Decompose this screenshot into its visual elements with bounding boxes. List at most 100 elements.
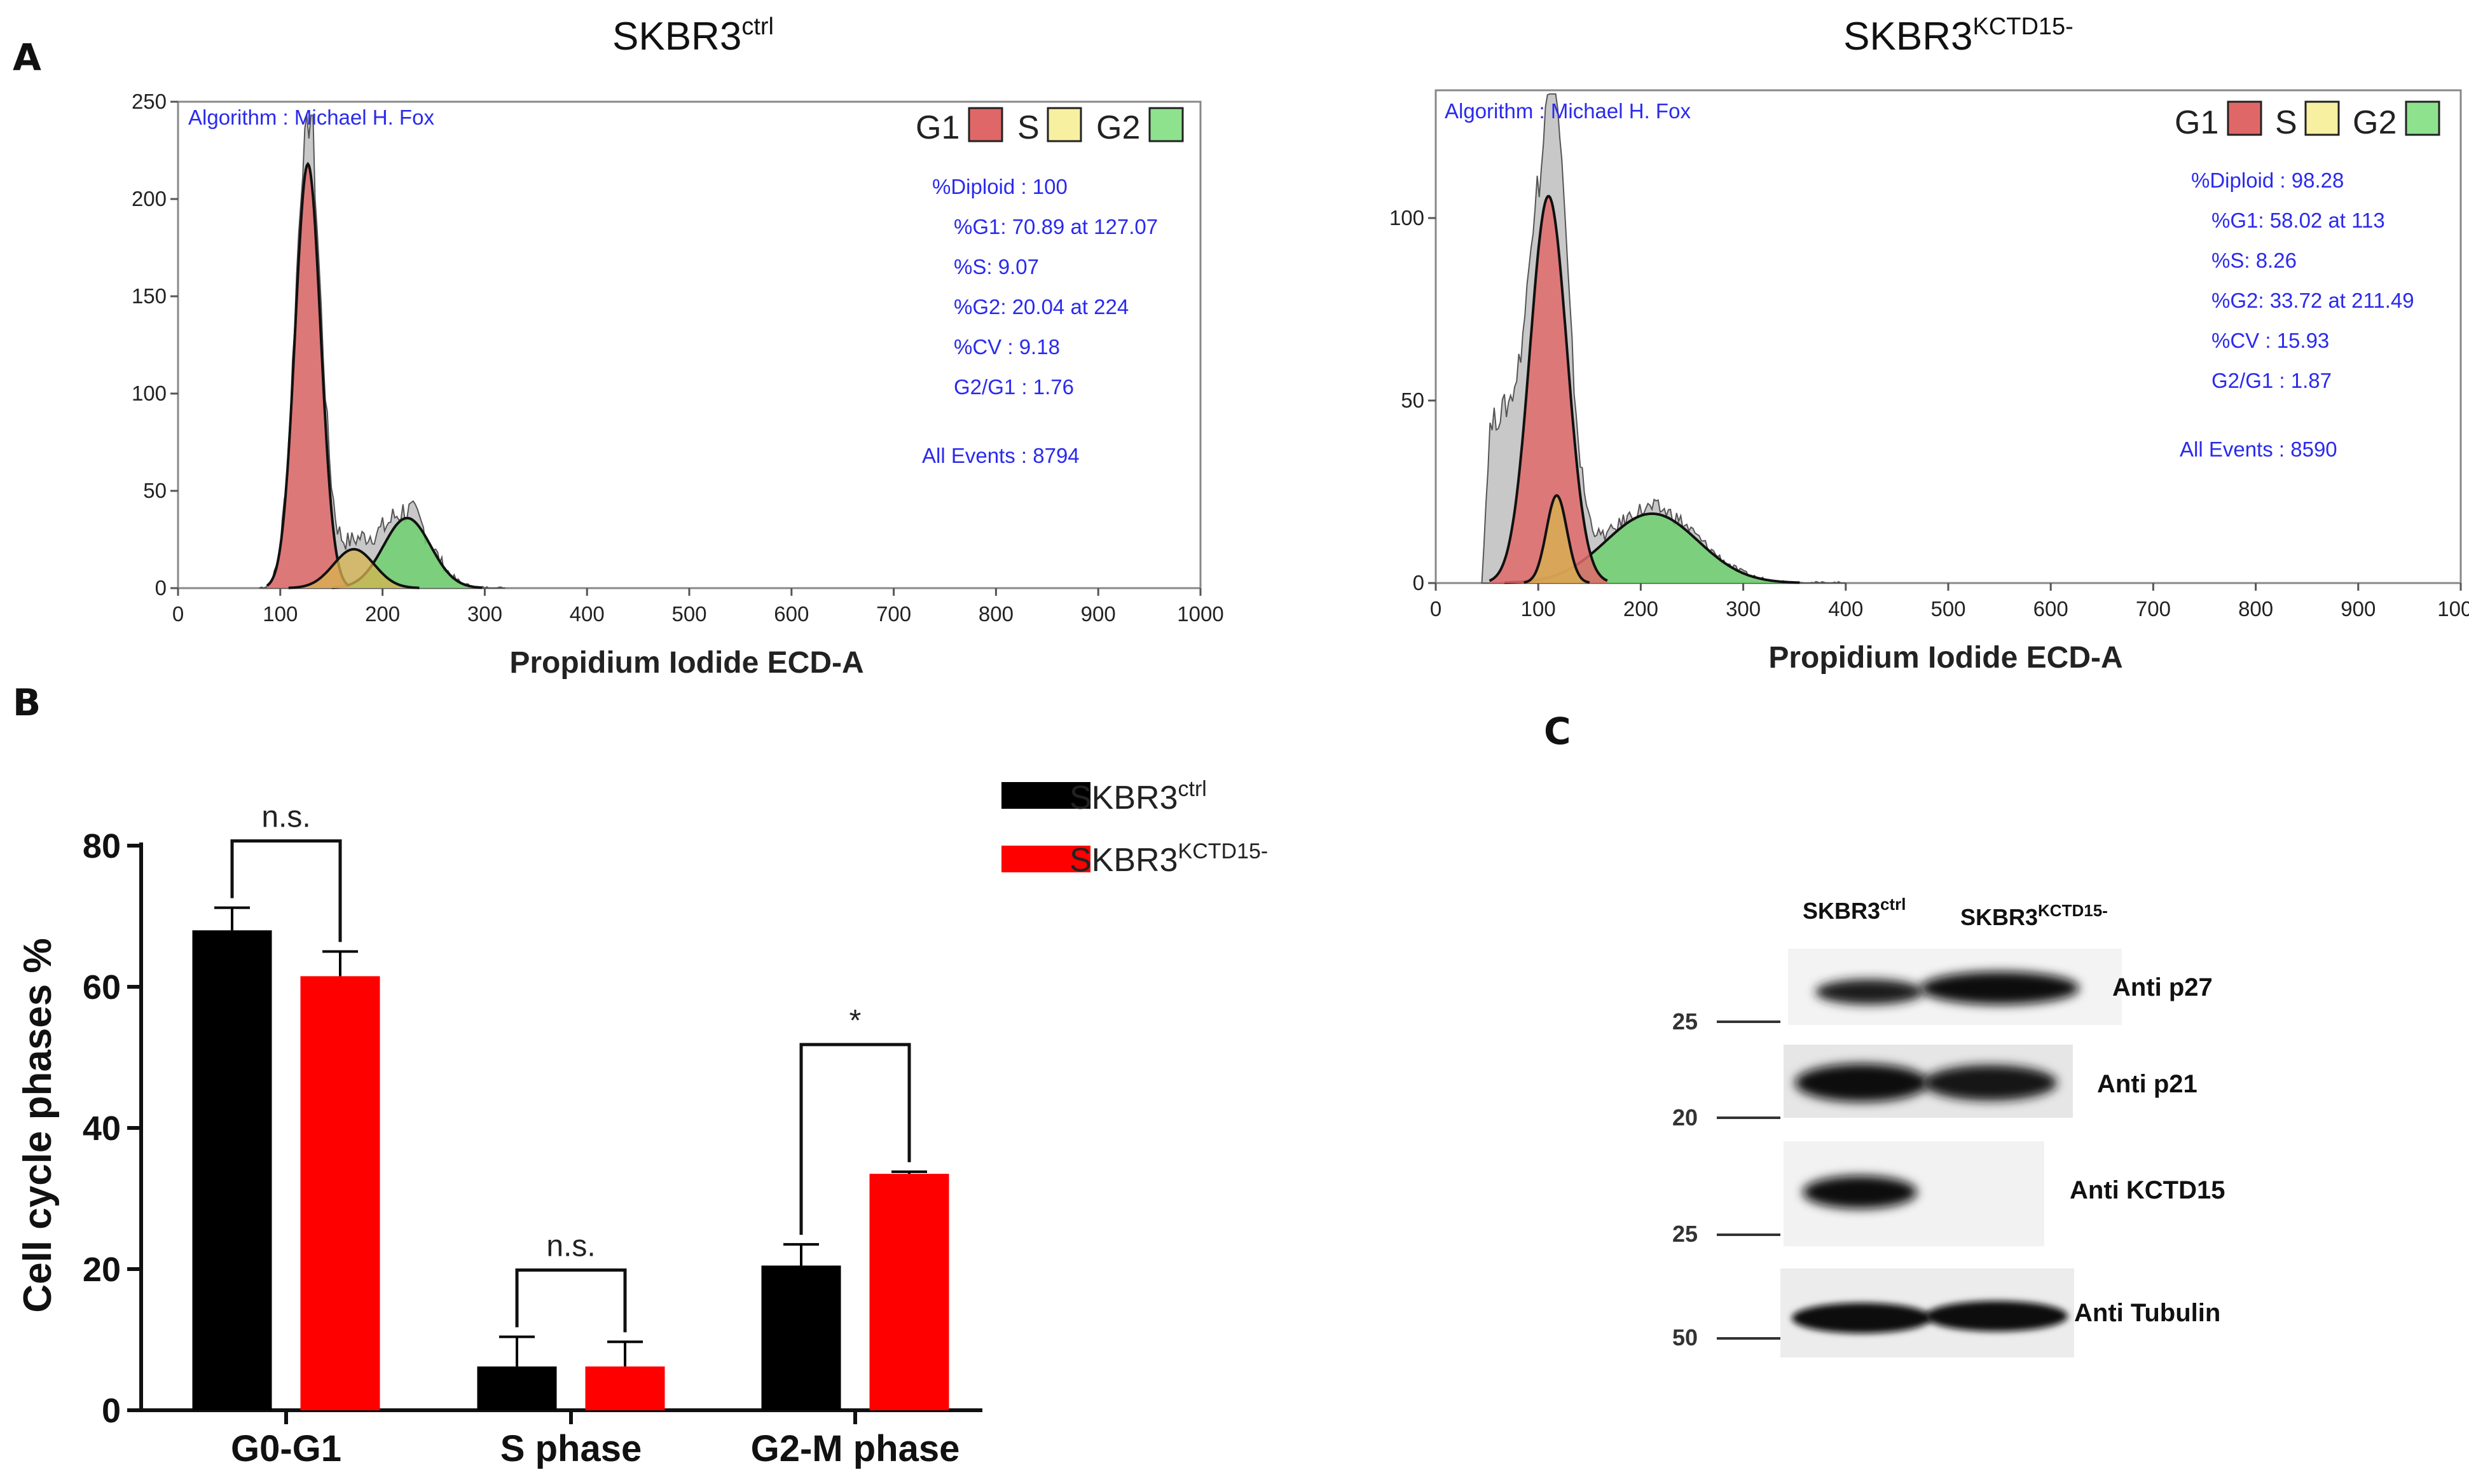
legend-label-g2: G2: [1096, 109, 1140, 146]
mw-marker: 25: [1672, 1221, 1698, 1247]
legend-swatch-ctrl: [1001, 782, 1090, 809]
y-tick-label: 60: [83, 968, 121, 1007]
histogram-axes: 0 100 200 300 400 500 600 700 800 900 1000 0 50 100 15…: [132, 90, 1224, 626]
band-p27-kctd15: [1920, 972, 2079, 1005]
significance-label: n.s.: [546, 1230, 595, 1263]
histogram-ctrl: SKBR3ctrl 0 100 200 300 400 500 600 700 800 900 10…: [132, 13, 1224, 680]
stat-cv: %CV : 9.18: [954, 335, 1060, 359]
legend-swatch-g1: [968, 107, 1003, 142]
bar: [761, 1265, 841, 1410]
y-tick-label: 0: [1413, 571, 1424, 594]
band-tubulin-ctrl: [1792, 1303, 1932, 1333]
band-tubulin-kctd15: [1925, 1301, 2068, 1331]
x-axis-label: Propidium Iodide ECD-A: [1768, 641, 2122, 675]
legend-label-g2: G2: [2353, 104, 2397, 141]
legend-swatch-kctd15: [1001, 846, 1090, 872]
mw-marker: 25: [1672, 1008, 1698, 1034]
y-tick-label: 150: [132, 284, 167, 308]
band-p21-ctrl: [1795, 1064, 1929, 1102]
stat-cv: %CV : 15.93: [2211, 329, 2329, 352]
curve-g1: [1489, 195, 1608, 582]
histogram-axes: 0 100 200 300 400 500 600 700 800 900 1000 0 50 100: [1389, 206, 2469, 621]
stat-diploid: %Diploid : 100: [932, 175, 1068, 198]
algorithm-label: Algorithm : Michael H. Fox: [188, 106, 434, 129]
x-tick-label: 500: [1930, 597, 1965, 621]
legend-label-ctrl: SKBR3ctrl: [1069, 777, 1207, 816]
x-tick-label: 400: [570, 602, 605, 626]
y-tick-label: 0: [102, 1392, 121, 1430]
x-tick-label: 100: [263, 602, 298, 626]
stat-s: %S: 9.07: [954, 255, 1039, 278]
x-tick-label: 900: [2341, 597, 2376, 621]
plot-frame: [1434, 89, 2462, 584]
x-tick-label: 600: [774, 602, 809, 626]
legend-swatch-g2: [1148, 107, 1184, 142]
x-tick-label: 100: [1521, 597, 1556, 621]
y-tick-label: 50: [1401, 388, 1424, 412]
stat-g1: %G1: 70.89 at 127.07: [954, 215, 1158, 238]
x-tick-label: 500: [671, 602, 706, 626]
stats-block: %Diploid : 100 %G1: 70.89 at 127.07 %S: …: [922, 175, 1158, 467]
histogram-kctd15: SKBR3KCTD15- 0 100 200 300 400 500 600 700 800 90…: [1389, 13, 2469, 675]
mw-marker: 20: [1672, 1104, 1698, 1130]
legend-swatch-s: [1047, 107, 1082, 142]
stat-events: All Events : 8794: [922, 444, 1080, 467]
stats-block: %Diploid : 98.28 %G1: 58.02 at 113 %S: 8…: [2180, 168, 2414, 461]
band-kctd15-ctrl: [1803, 1176, 1917, 1209]
western-blot: SKBR3ctrl SKBR3KCTD15- Anti p27 25 Anti …: [1672, 895, 2225, 1357]
histogram-fills: [259, 114, 505, 589]
blot-header-ctrl: SKBR3ctrl: [1803, 895, 1906, 924]
bar: [869, 1174, 949, 1410]
legend-label-s: S: [2275, 104, 2297, 141]
x-tick-label: 300: [1726, 597, 1761, 621]
legend-label-g1: G1: [916, 109, 959, 146]
y-tick-label: 50: [143, 479, 167, 502]
curve-s: [1523, 494, 1590, 584]
legend-label-s: S: [1017, 109, 1040, 146]
band-p21-kctd15: [1923, 1065, 2057, 1101]
blot-label-kctd15: Anti KCTD15: [2070, 1176, 2225, 1204]
x-tick-label: 900: [1081, 602, 1116, 626]
curve-s: [288, 547, 420, 589]
panel-label-b: B: [13, 681, 41, 724]
legend-swatch-g1: [2227, 100, 2262, 136]
blot-label-tubulin: Anti Tubulin: [2074, 1299, 2220, 1327]
significance-bracket: [230, 839, 342, 942]
legend-label-kctd15: SKBR3KCTD15-: [1069, 839, 1268, 879]
x-axis-label: Propidium Iodide ECD-A: [509, 646, 863, 680]
stat-g2: %G2: 20.04 at 224: [954, 295, 1129, 319]
band-p27-ctrl: [1815, 979, 1923, 1005]
x-tick-label: 0: [172, 602, 184, 626]
stat-g2-g1: G2/G1 : 1.87: [2211, 369, 2332, 392]
x-tick-label: 200: [365, 602, 400, 626]
stat-g1: %G1: 58.02 at 113: [2211, 209, 2385, 232]
y-tick-label: 0: [155, 576, 167, 600]
panel-label-a: A: [13, 36, 41, 79]
blot-label-p27: Anti p27: [2112, 973, 2213, 1001]
legend-swatch-s: [2304, 100, 2340, 136]
bar-marks: 0 20 40 60 80 G0-G1 n.s. S phase n.s. G2-M phase *: [83, 800, 982, 1469]
significance-bracket: [515, 1268, 627, 1333]
histogram-title: SKBR3KCTD15-: [1843, 13, 2074, 58]
x-tick-label: 300: [467, 602, 502, 626]
x-tick-label: 1000: [1177, 602, 1223, 626]
y-axis-label: Cell cycle phases %: [16, 938, 60, 1312]
y-tick-label: 100: [132, 381, 167, 405]
curve-g1: [266, 161, 350, 587]
significance-bracket: [799, 1043, 911, 1235]
stat-g2: %G2: 33.72 at 211.49: [2211, 289, 2414, 312]
bar: [477, 1366, 557, 1410]
x-tick-label: 800: [979, 602, 1014, 626]
bar: [300, 976, 380, 1410]
panel-label-c: C: [1544, 710, 1571, 753]
x-tick-label: 400: [1828, 597, 1863, 621]
x-tick-label: 200: [1623, 597, 1658, 621]
y-tick-label: 100: [1389, 206, 1424, 230]
x-tick-label: 800: [2238, 597, 2273, 621]
blot-header-kctd15: SKBR3KCTD15-: [1960, 901, 2108, 930]
bar: [192, 930, 272, 1410]
y-tick-label: 200: [132, 187, 167, 210]
stat-events: All Events : 8590: [2180, 437, 2337, 461]
x-tick-label: 1000: [2437, 597, 2469, 621]
